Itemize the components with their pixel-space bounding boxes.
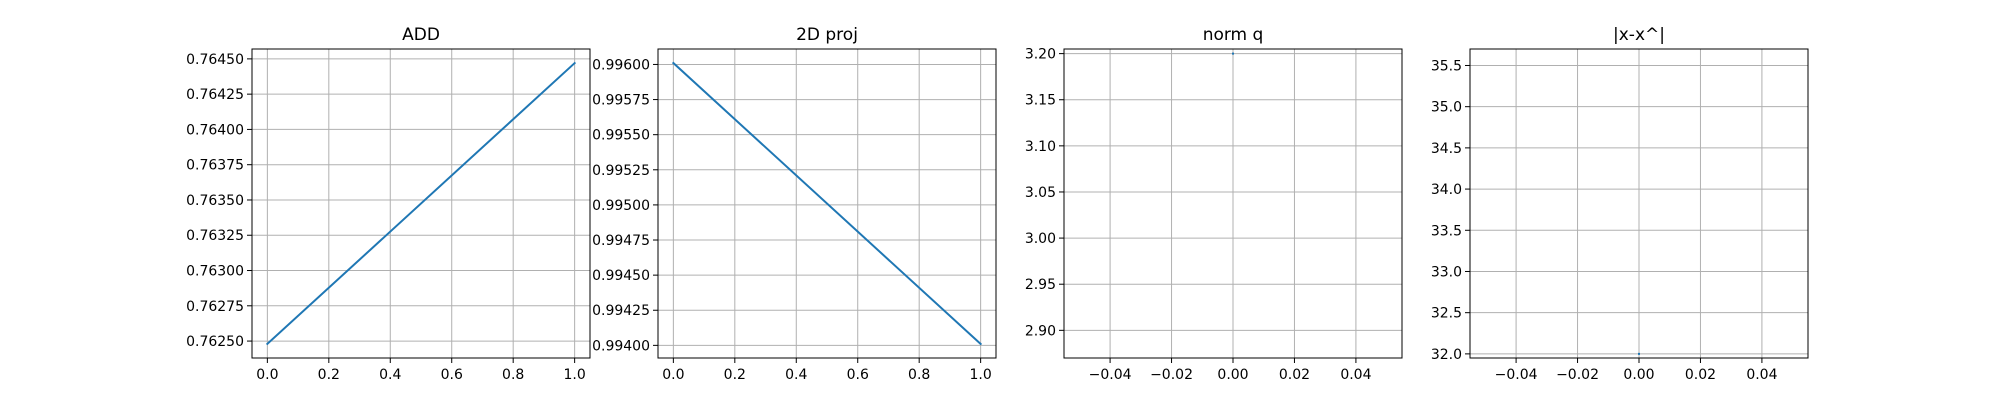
y-tick-label: 0.99525 (592, 163, 650, 179)
y-tick-label: 33.0 (1431, 264, 1462, 280)
y-tick-label: 0.76400 (186, 122, 244, 138)
y-tick-label: 0.76425 (186, 87, 244, 103)
x-tick-label: 1.0 (564, 367, 586, 383)
series-line (265, 61, 577, 346)
chart-title: 2D proj (796, 25, 858, 45)
chart-title: |x-x^| (1613, 25, 1665, 45)
subplot-2: 0.0 0.2 0.4 0.6 0.8 1.0 0.99400 0.99425 0.99450 0… (592, 25, 997, 383)
x-tick-label: 0.8 (502, 367, 524, 383)
x-tick-label: −0.02 (1150, 367, 1193, 383)
x-tick-label: 1.0 (970, 367, 992, 383)
y-tick-label: 0.76375 (186, 158, 244, 174)
y-tick-label: 0.99600 (592, 57, 650, 73)
x-tick-label: 0.4 (785, 367, 807, 383)
y-tick-label: 0.76250 (186, 334, 244, 350)
y-tick-label: 3.00 (1025, 231, 1056, 247)
x-tick-label: −0.04 (1495, 367, 1538, 383)
y-tick-label: 0.99400 (592, 338, 650, 354)
y-tick-label: 0.99550 (592, 128, 650, 144)
x-tick-label: 0.8 (908, 367, 930, 383)
y-tick-label: 2.95 (1025, 277, 1056, 293)
y-tick-label: 3.10 (1025, 139, 1056, 155)
y-tick-label: 3.05 (1025, 185, 1056, 201)
y-tick-label: 0.99500 (592, 198, 650, 214)
subplot-3: −0.04 −0.02 0.00 0.02 0.04 2.90 2.95 3.00 3.05 3.… (1025, 25, 1403, 383)
x-tick-label: 0.2 (318, 367, 340, 383)
y-tick-label: 0.99475 (592, 233, 650, 249)
x-tick-label: −0.04 (1089, 367, 1132, 383)
x-tick-label: 0.2 (724, 367, 746, 383)
x-tick-label: 0.00 (1623, 367, 1654, 383)
y-tick-label: 3.20 (1025, 47, 1056, 63)
series-line (671, 61, 983, 346)
x-tick-label: 0.02 (1279, 367, 1310, 383)
y-tick-label: 0.76325 (186, 228, 244, 244)
subplot-1: 0.0 0.2 0.4 0.6 0.8 1.0 0.76250 0.76275 0.76300 0… (186, 25, 591, 383)
y-tick-label: 32.0 (1431, 347, 1462, 363)
chart-title: ADD (402, 25, 440, 45)
x-tick-label: 0.6 (847, 367, 869, 383)
y-tick-label: 33.5 (1431, 223, 1462, 239)
y-tick-label: 32.5 (1431, 306, 1462, 322)
y-tick-label: 34.0 (1431, 182, 1462, 198)
y-tick-label: 0.76275 (186, 299, 244, 315)
y-tick-label: 2.90 (1025, 323, 1056, 339)
y-tick-label: 0.76350 (186, 193, 244, 209)
y-tick-label: 0.99450 (592, 268, 650, 284)
x-tick-label: 0.04 (1746, 367, 1777, 383)
y-tick-label: 3.15 (1025, 93, 1056, 109)
axes-frame (251, 48, 591, 359)
y-tick-label: 0.76300 (186, 264, 244, 280)
x-tick-label: 0.04 (1340, 367, 1371, 383)
y-tick-label: 35.5 (1431, 58, 1462, 74)
x-tick-label: 0.6 (441, 367, 463, 383)
y-tick-label: 0.99425 (592, 303, 650, 319)
x-tick-label: 0.0 (256, 367, 278, 383)
subplot-4: −0.04 −0.02 0.00 0.02 0.04 32.0 32.5 33.0 33.5 34… (1431, 25, 1809, 383)
chart-title: norm q (1203, 25, 1264, 45)
x-tick-label: −0.02 (1556, 367, 1599, 383)
x-tick-label: 0.4 (379, 367, 401, 383)
x-tick-label: 0.02 (1685, 367, 1716, 383)
x-tick-label: 0.0 (662, 367, 684, 383)
y-tick-label: 34.5 (1431, 141, 1462, 157)
x-tick-label: 0.00 (1217, 367, 1248, 383)
y-tick-label: 0.99575 (592, 93, 650, 109)
y-tick-label: 35.0 (1431, 100, 1462, 116)
y-tick-label: 0.76450 (186, 52, 244, 68)
axes-frame (657, 48, 997, 359)
